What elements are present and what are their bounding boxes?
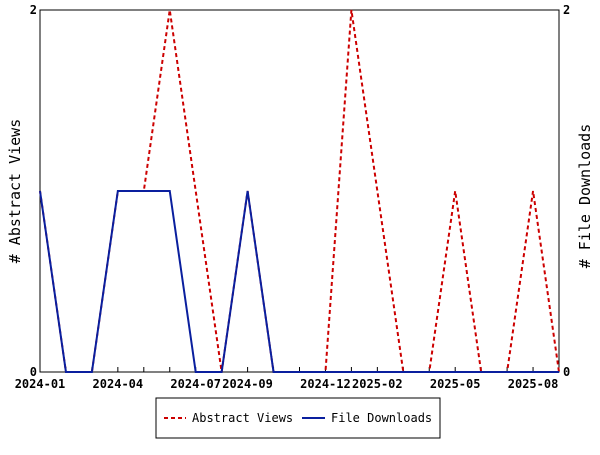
- x-tick-label: 2024-01: [15, 377, 66, 391]
- legend-box: [155, 397, 441, 439]
- legend-label-file-downloads: File Downloads: [331, 411, 432, 425]
- y-left-tick-label: 0: [30, 365, 37, 379]
- x-tick-label: 2024-07: [170, 377, 221, 391]
- x-tick-label: 2024-04: [93, 377, 144, 391]
- y-right-tick-label: 0: [563, 365, 570, 379]
- axis-ticks: 2024-01 2024-04 2024-07 2024-09 2024-12 2025-…: [15, 3, 571, 391]
- x-tick-label: 2025-08: [508, 377, 559, 391]
- y-axis-right-title: # File Downloads: [576, 124, 594, 269]
- legend: Abstract Views File Downloads: [155, 397, 441, 439]
- y-left-tick-label: 2: [30, 3, 37, 17]
- legend-label-abstract-views: Abstract Views: [192, 411, 293, 425]
- series-line-file-downloads: [39, 190, 559, 373]
- x-tick-label: 2024-12: [300, 377, 351, 391]
- x-tick-label: 2024-09: [222, 377, 273, 391]
- y-right-tick-label: 2: [563, 3, 570, 17]
- y-axis-left-title: # Abstract Views: [6, 119, 24, 264]
- x-tick-label: 2025-05: [430, 377, 481, 391]
- x-tick-label: 2025-02: [352, 377, 403, 391]
- series-layer: [39, 9, 560, 373]
